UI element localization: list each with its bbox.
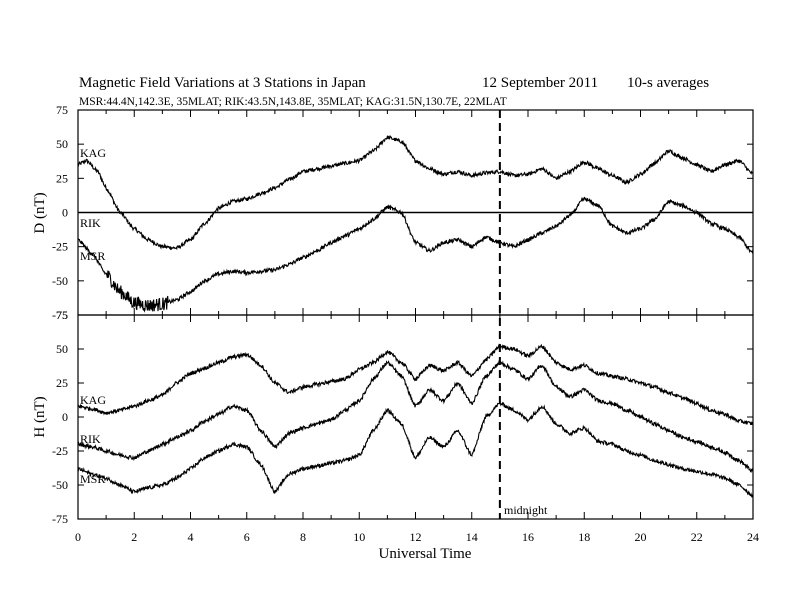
h-rik-label: RIK bbox=[80, 432, 101, 446]
x-tick-label: 6 bbox=[244, 530, 250, 544]
y-tick-label: 25 bbox=[56, 171, 68, 185]
midnight-label: midnight bbox=[504, 503, 548, 517]
x-tick-label: 24 bbox=[747, 530, 759, 544]
y-tick-label: -75 bbox=[52, 308, 68, 322]
y-tick-label: -25 bbox=[52, 240, 68, 254]
x-tick-label: 18 bbox=[578, 530, 590, 544]
y-tick-label: 50 bbox=[56, 342, 68, 356]
x-tick-label: 0 bbox=[75, 530, 81, 544]
h-y-axis-label: H (nT) bbox=[32, 396, 48, 437]
y-tick-label: 50 bbox=[56, 137, 68, 151]
x-tick-label: 20 bbox=[635, 530, 647, 544]
x-tick-label: 8 bbox=[300, 530, 306, 544]
chart-subtitle: MSR:44.4N,142.3E, 35MLAT; RIK:43.5N,143.… bbox=[79, 96, 507, 108]
x-tick-label: 22 bbox=[691, 530, 703, 544]
series-line-rik bbox=[77, 360, 754, 473]
y-tick-label: 0 bbox=[62, 206, 68, 220]
series-line-kag bbox=[77, 343, 754, 426]
d-rik-label: RIK bbox=[80, 216, 101, 230]
d-msr-label: MSR bbox=[80, 249, 105, 263]
chart-date: 12 September 2011 bbox=[482, 75, 598, 91]
d-panel: 75 50 25 0 -25 -50 -75 bbox=[52, 103, 754, 322]
x-tick-label: 16 bbox=[522, 530, 534, 544]
y-tick-label: 0 bbox=[62, 410, 68, 424]
h-msr-label: MSR bbox=[80, 472, 105, 486]
h-kag-label: KAG bbox=[80, 393, 106, 407]
y-tick-label: -50 bbox=[52, 274, 68, 288]
y-tick-label: 75 bbox=[56, 308, 68, 322]
y-tick-label: -75 bbox=[52, 512, 68, 526]
x-tick-label: 2 bbox=[131, 530, 137, 544]
chart-averaging: 10-s averages bbox=[627, 75, 709, 91]
series-line-msr bbox=[77, 401, 754, 498]
x-tick-label: 12 bbox=[410, 530, 422, 544]
y-tick-label: -25 bbox=[52, 444, 68, 458]
x-tick-label: 4 bbox=[188, 530, 194, 544]
x-axis-label: Universal Time bbox=[379, 546, 472, 562]
series-line-kag bbox=[77, 135, 754, 251]
h-panel: 75 50 25 0 -25 -50 -75 bbox=[52, 308, 754, 526]
series-line-rik bbox=[77, 196, 754, 313]
y-tick-label: 25 bbox=[56, 376, 68, 390]
x-axis: 0 2 4 6 8 10 12 14 16 18 20 22 24 bbox=[75, 530, 759, 544]
y-tick-label: 75 bbox=[56, 103, 68, 117]
panel-frame bbox=[77, 314, 754, 520]
d-y-axis-label: D (nT) bbox=[32, 192, 48, 233]
d-kag-label: KAG bbox=[80, 146, 106, 160]
chart-title: Magnetic Field Variations at 3 Stations … bbox=[79, 75, 366, 91]
x-tick-label: 10 bbox=[353, 530, 365, 544]
x-tick-label: 14 bbox=[466, 530, 478, 544]
y-tick-label: -50 bbox=[52, 478, 68, 492]
